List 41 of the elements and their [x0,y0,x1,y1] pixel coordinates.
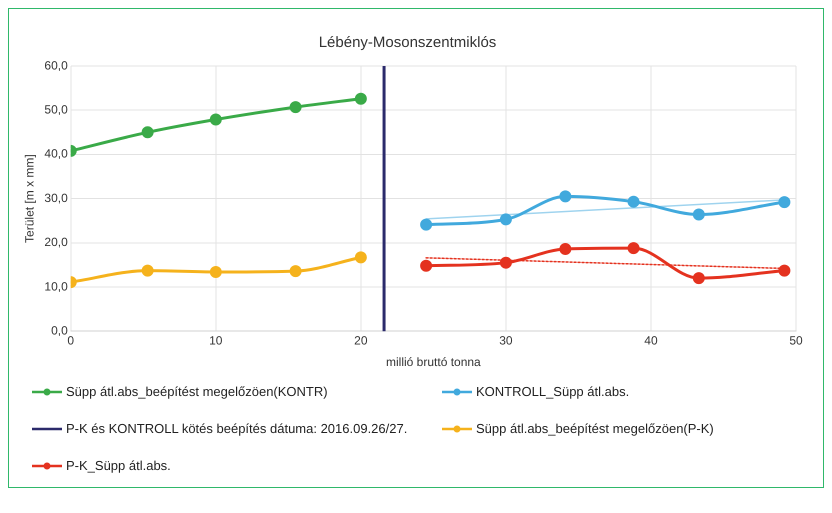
point [354,92,367,105]
point [290,265,302,278]
y-tick-label: 40,0 [44,146,68,161]
legend-label: KONTROLL_Süpp átl.abs. [476,384,630,399]
x-tick-label: 10 [209,334,223,348]
point [559,242,572,255]
point [290,101,302,114]
x-tick-label: 30 [499,334,513,348]
x-tick-label: 0 [67,334,74,348]
point [692,208,705,221]
legend-label: Süpp átl.abs_beépítést megelőzöen(P-K) [476,421,714,436]
point [210,266,222,278]
legend-label: P-K_Süpp átl.abs. [66,458,171,473]
x-tick-label: 40 [644,334,658,348]
point [420,260,432,272]
point [354,251,367,264]
y-tick-label: 30,0 [44,190,68,205]
point [210,113,222,126]
point [420,218,432,231]
y-tick-label: 50,0 [44,102,68,117]
point [692,272,705,284]
y-tick-label: 20,0 [44,235,68,250]
y-tick-label: 60,0 [44,58,68,72]
point [778,264,790,277]
point [500,256,512,269]
point [142,264,154,277]
point [628,242,640,254]
x-tick-label: 50 [789,334,803,348]
y-tick-label: 10,0 [44,279,68,294]
x-axis-title: millió bruttó tonna [386,355,482,370]
chart-title: Lébény-Mosonszentmiklós [318,34,496,52]
point [628,196,640,208]
x-tick-label: 20 [354,334,368,348]
legend-label: P-K és KONTROLL kötés beépítés dátuma: 2016.09.26/27. [66,421,408,436]
point [778,196,790,208]
point [500,213,512,226]
y-tick-label: 0,0 [51,324,68,338]
legend-label: Süpp átl.abs_beépítést megelőzöen(KONTR) [66,384,328,399]
point [559,190,572,202]
point [142,126,154,138]
y-axis-title: Terület [m x mm] [22,154,37,243]
